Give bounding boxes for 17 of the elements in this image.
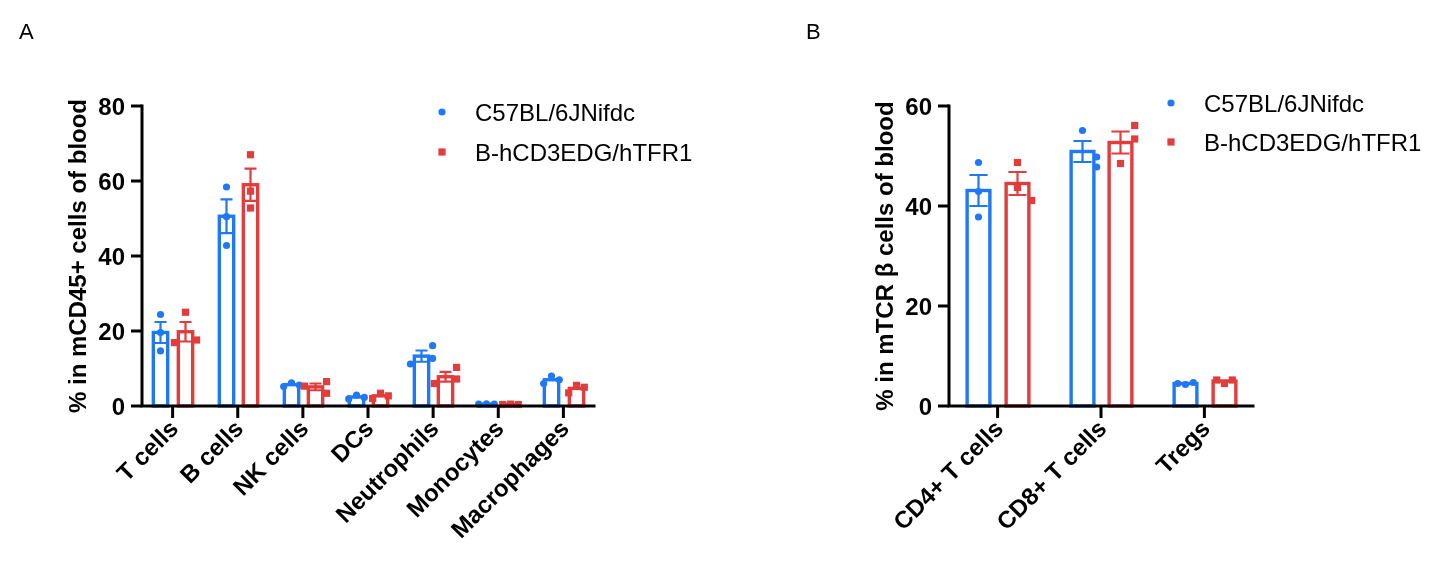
y-tick-label: 0: [918, 392, 932, 420]
chart-title: B: [806, 19, 821, 44]
y-tick-label: 20: [905, 292, 932, 320]
y-axis-title: % in mTCR β cells of blood: [871, 101, 898, 411]
legend-label: B-hCD3EDG/hTFR1: [475, 138, 693, 166]
y-axis-title: % in mCD45+ cells of blood: [64, 98, 91, 414]
y-tick-label: 80: [98, 92, 125, 120]
y-tick-label: 40: [905, 192, 932, 220]
y-tick-label: 20: [98, 317, 125, 345]
y-tick-label: 60: [905, 92, 932, 120]
legend-label: B-hCD3EDG/hTFR1: [1204, 128, 1422, 156]
y-tick-label: 0: [111, 392, 125, 420]
legend-label: C57BL/6JNifdc: [1204, 89, 1365, 117]
y-tick-label: 40: [98, 242, 125, 270]
chart-title: A: [19, 19, 34, 44]
y-tick-label: 60: [98, 167, 125, 195]
legend-label: C57BL/6JNifdc: [475, 98, 636, 126]
